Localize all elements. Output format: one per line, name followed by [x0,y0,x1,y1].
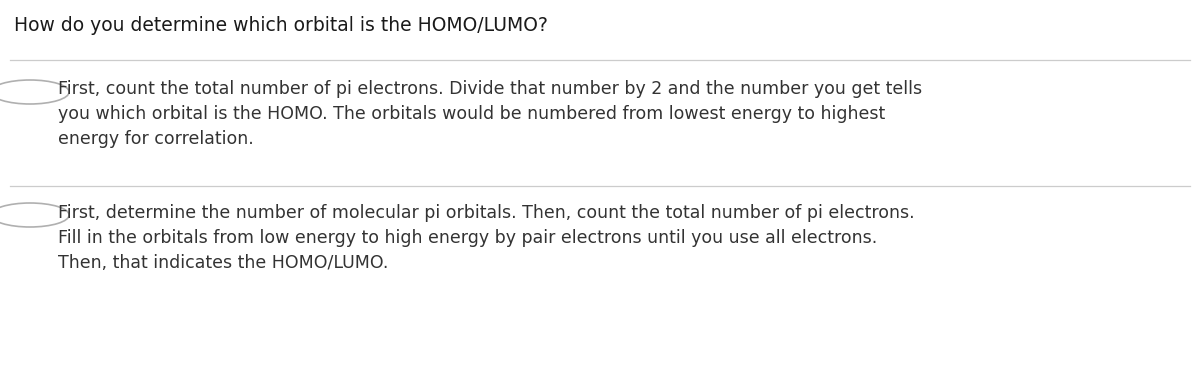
Text: Fill in the orbitals from low energy to high energy by pair electrons until you : Fill in the orbitals from low energy to … [58,229,877,247]
Text: energy for correlation.: energy for correlation. [58,130,253,148]
Text: How do you determine which orbital is the HOMO/LUMO?: How do you determine which orbital is th… [14,16,548,35]
Text: First, count the total number of pi electrons. Divide that number by 2 and the n: First, count the total number of pi elec… [58,80,922,98]
Text: Then, that indicates the HOMO/LUMO.: Then, that indicates the HOMO/LUMO. [58,254,389,272]
Text: First, determine the number of molecular pi orbitals. Then, count the total numb: First, determine the number of molecular… [58,204,914,222]
Text: you which orbital is the HOMO. The orbitals would be numbered from lowest energy: you which orbital is the HOMO. The orbit… [58,105,886,123]
